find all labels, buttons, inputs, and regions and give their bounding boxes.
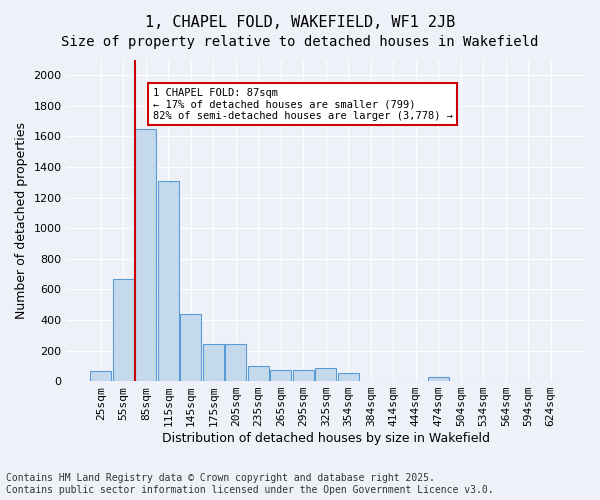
Bar (113, 278, 134, 381)
Text: 1 CHAPEL FOLD: 87sqm
← 17% of detached houses are smaller (799)
82% of semi-deta: 1 CHAPEL FOLD: 87sqm ← 17% of detached h… (152, 88, 452, 120)
Bar (315, 368, 337, 381)
Bar (203, 344, 224, 381)
Text: Size of property relative to detached houses in Wakefield: Size of property relative to detached ho… (61, 35, 539, 49)
Bar (293, 370, 314, 381)
Text: Contains HM Land Registry data © Crown copyright and database right 2025.
Contai: Contains HM Land Registry data © Crown c… (6, 474, 494, 495)
Bar (135, 129, 157, 381)
Bar (158, 181, 179, 381)
Bar (180, 314, 202, 381)
X-axis label: Distribution of detached houses by size in Wakefield: Distribution of detached houses by size … (162, 432, 490, 445)
Bar (428, 378, 449, 381)
Bar (248, 366, 269, 381)
Bar (225, 344, 247, 381)
Text: 1, CHAPEL FOLD, WAKEFIELD, WF1 2JB: 1, CHAPEL FOLD, WAKEFIELD, WF1 2JB (145, 15, 455, 30)
Bar (90, 371, 112, 381)
Bar (338, 372, 359, 381)
Bar (270, 370, 292, 381)
Y-axis label: Number of detached properties: Number of detached properties (15, 122, 28, 319)
